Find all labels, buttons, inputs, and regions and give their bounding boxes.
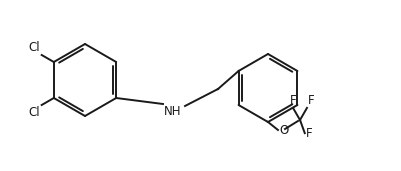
Text: O: O: [279, 123, 288, 136]
Text: F: F: [306, 127, 312, 140]
Text: F: F: [308, 94, 315, 107]
Text: F: F: [290, 94, 296, 107]
Text: Cl: Cl: [28, 106, 40, 119]
Text: NH: NH: [164, 105, 182, 118]
Text: Cl: Cl: [28, 41, 40, 54]
